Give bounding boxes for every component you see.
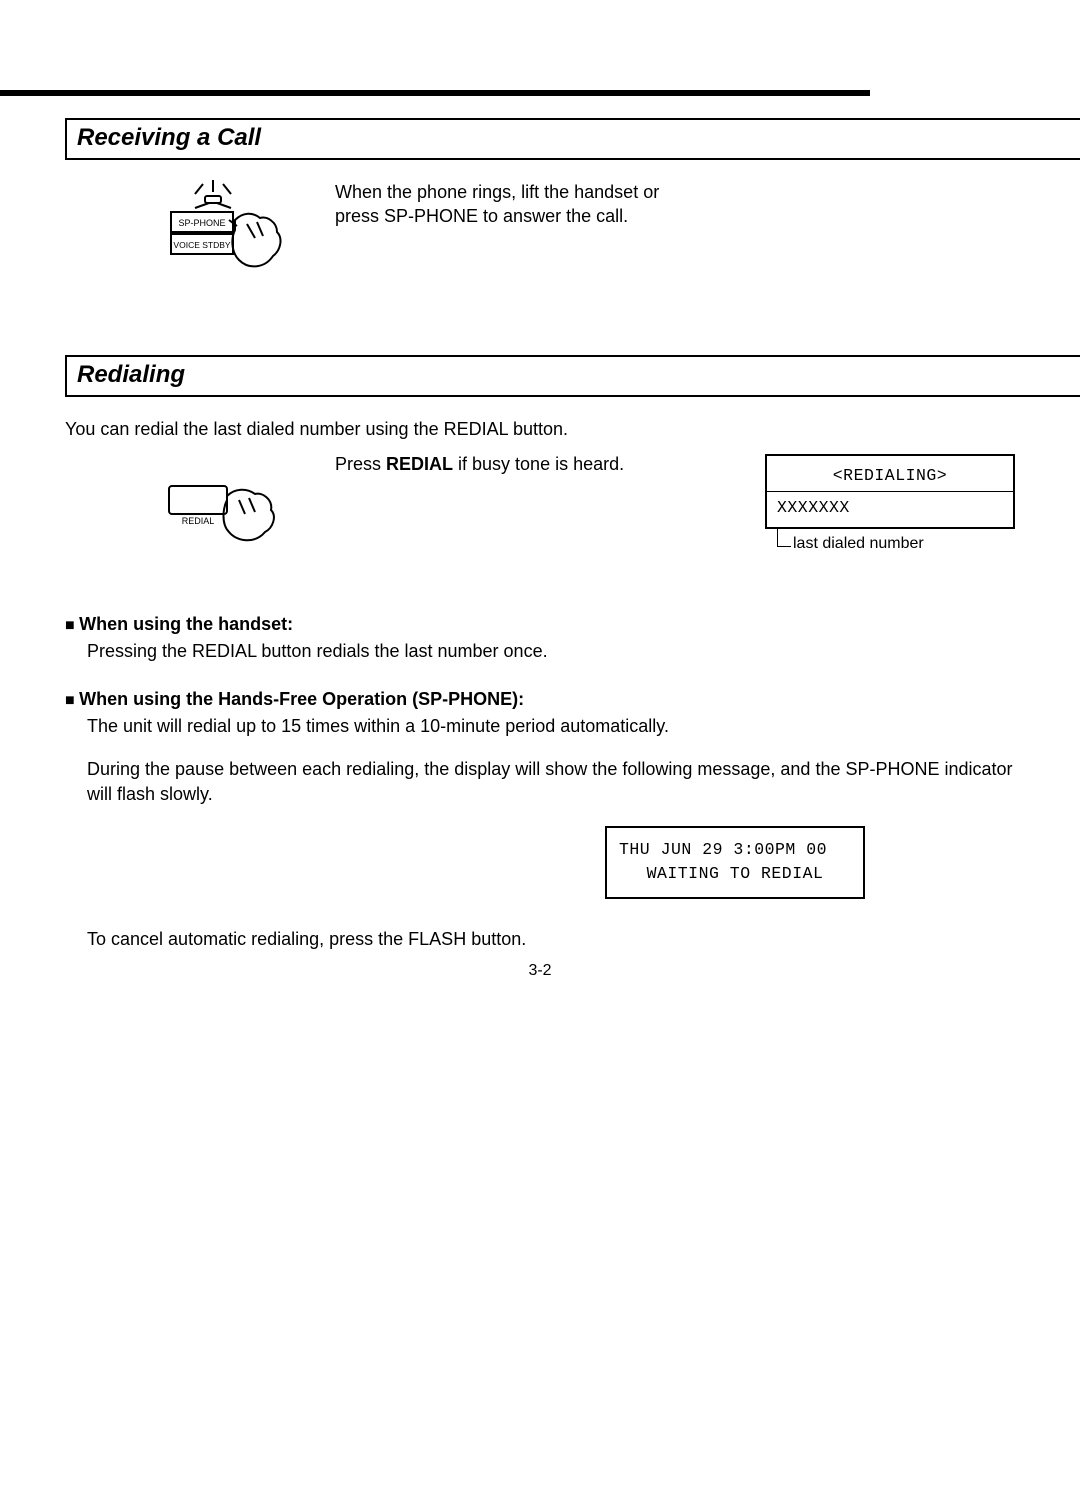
redial-press-text: Press REDIAL if busy tone is heard. [335,454,735,475]
pause-paragraph: During the pause between each redialing,… [65,757,1015,807]
sp-phone-diagram: SP-PHONE VOICE STDBY [165,180,295,295]
page-top-rule [0,90,870,96]
redial-row: REDIAL Press REDIAL if busy tone is hear… [65,454,1015,562]
lcd-display-2: THU JUN 29 3:00PM 00 WAITING TO REDIAL [605,826,865,900]
redial-diagram: REDIAL [65,454,305,562]
text: Press [335,454,386,474]
text-line: press SP-PHONE to answer the call. [335,204,659,228]
callout-text: last dialed number [793,535,924,552]
lcd-divider [767,491,1013,492]
lcd-line: WAITING TO REDIAL [619,862,851,887]
redial-intro: You can redial the last dialed number us… [65,419,1015,440]
bullet-heading: When using the handset: [65,612,1015,637]
lcd-callout: last dialed number [765,535,1015,553]
text: if busy tone is heard. [453,454,624,474]
lcd-line: THU JUN 29 3:00PM 00 [619,838,851,863]
section-title: Receiving a Call [77,124,261,151]
lcd-line: <REDIALING> [777,464,1003,487]
svg-text:VOICE STDBY: VOICE STDBY [173,240,230,250]
svg-text:SP-PHONE: SP-PHONE [178,218,225,228]
lcd-line: XXXXXXX [777,496,1003,519]
bullet-handsfree: When using the Hands-Free Operation (SP-… [65,687,1015,740]
receiving-text: When the phone rings, lift the handset o… [335,180,659,229]
bullet-handset: When using the handset: Pressing the RED… [65,612,1015,665]
lcd-box: THU JUN 29 3:00PM 00 WAITING TO REDIAL [605,826,865,900]
section-title: Redialing [77,361,185,388]
text-line: When the phone rings, lift the handset o… [335,180,659,204]
section-heading-redialing: Redialing [65,355,1080,397]
callout-tick-icon [777,527,791,547]
manual-page: Receiving a Call SP-PHONE VOICE STDBY [0,0,1080,1010]
lcd-display-1: <REDIALING> XXXXXXX last dialed number [765,454,1015,553]
receiving-content: SP-PHONE VOICE STDBY When the phone ring… [65,180,1015,295]
lcd-box: <REDIALING> XXXXXXX [765,454,1015,529]
page-number: 3-2 [0,962,1080,980]
cancel-text: To cancel automatic redialing, press the… [65,929,1015,950]
text-bold: REDIAL [386,454,453,474]
bullet-heading: When using the Hands-Free Operation (SP-… [65,687,1015,712]
svg-text:REDIAL: REDIAL [182,516,215,526]
bullet-body: The unit will redial up to 15 times with… [65,714,1015,739]
section-heading-receiving: Receiving a Call [65,118,1080,160]
bullet-body: Pressing the REDIAL button redials the l… [65,639,1015,664]
